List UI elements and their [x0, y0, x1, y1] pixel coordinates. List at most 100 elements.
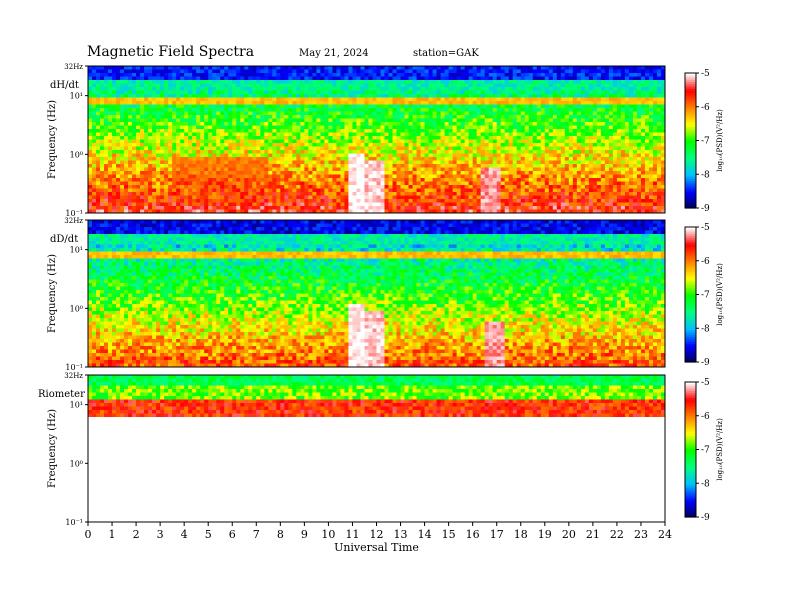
- spectrogram-cell: [437, 119, 442, 123]
- spectrogram-cell: [340, 70, 345, 74]
- spectrogram-cell: [517, 189, 522, 193]
- spectrogram-cell: [216, 161, 221, 165]
- spectrogram-cell: [360, 66, 365, 70]
- spectrogram-cell: [433, 157, 438, 161]
- spectrogram-cell: [352, 122, 357, 126]
- spectrogram-cell: [320, 80, 325, 84]
- spectrogram-cell: [513, 77, 518, 81]
- spectrogram-cell: [280, 70, 285, 74]
- spectrogram-cell: [473, 164, 478, 168]
- spectrogram-cell: [216, 164, 221, 168]
- spectrogram-cell: [92, 143, 97, 147]
- spectrogram-cell: [280, 98, 285, 102]
- spectrogram-cell: [541, 203, 546, 207]
- spectrogram-cell: [324, 133, 329, 137]
- spectrogram-cell: [152, 115, 157, 119]
- spectrogram-cell: [260, 108, 265, 112]
- spectrogram-cell: [208, 161, 213, 165]
- spectrogram-cell: [449, 157, 454, 161]
- spectrogram-cell: [525, 73, 530, 77]
- spectrogram-cell: [168, 87, 173, 91]
- spectrogram-cell: [328, 119, 333, 123]
- spectrogram-cell: [445, 178, 450, 182]
- spectrogram-cell: [236, 196, 241, 200]
- spectrogram-cell: [533, 91, 538, 95]
- spectrogram-cell: [140, 105, 145, 109]
- spectrogram-cell: [100, 133, 105, 137]
- spectrogram-cell: [160, 206, 165, 210]
- spectrogram-cell: [473, 154, 478, 158]
- spectrogram-cell: [533, 112, 538, 116]
- spectrogram-cell: [308, 143, 313, 147]
- spectrogram-cell: [433, 199, 438, 203]
- spectrogram-cell: [393, 171, 398, 175]
- spectrogram-cell: [156, 175, 161, 179]
- spectrogram-cell: [324, 182, 329, 186]
- spectrogram-cell: [368, 133, 373, 137]
- spectrogram-cell: [368, 171, 373, 175]
- spectrogram-cell: [300, 105, 305, 109]
- spectrogram-cell: [124, 122, 129, 126]
- spectrogram-cell: [417, 122, 422, 126]
- spectrogram-cell: [397, 73, 402, 77]
- spectrogram-cell: [312, 122, 317, 126]
- spectrogram-cell: [489, 171, 494, 175]
- spectrogram-cell: [497, 182, 502, 186]
- spectrogram-cell: [304, 178, 309, 182]
- spectrogram-cell: [88, 87, 93, 91]
- spectrogram-cell: [377, 206, 382, 210]
- spectrogram-cell: [421, 203, 426, 207]
- spectrogram-cell: [541, 129, 546, 133]
- spectrogram-cell: [348, 143, 353, 147]
- spectrogram-cell: [140, 70, 145, 74]
- spectrogram-cell: [525, 196, 530, 200]
- spectrogram-cell: [477, 136, 482, 140]
- spectrogram-cell: [120, 178, 125, 182]
- spectrogram-cell: [260, 84, 265, 88]
- spectrogram-cell: [144, 140, 149, 144]
- spectrogram-cell: [184, 91, 189, 95]
- spectrogram-cell: [240, 161, 245, 165]
- spectrogram-cell: [477, 203, 482, 207]
- spectrogram-cell: [441, 143, 446, 147]
- spectrogram-cell: [497, 98, 502, 102]
- spectrogram-cell: [332, 112, 337, 116]
- spectrogram-cell: [469, 140, 474, 144]
- spectrogram-cell: [208, 168, 213, 172]
- spectrogram-cell: [489, 122, 494, 126]
- spectrogram-cell: [545, 192, 550, 196]
- spectrogram-cell: [236, 147, 241, 151]
- spectrogram-cell: [184, 87, 189, 91]
- spectrogram-cell: [188, 70, 193, 74]
- spectrogram-cell: [465, 122, 470, 126]
- spectrogram-cell: [525, 161, 530, 165]
- spectrogram-cell: [168, 129, 173, 133]
- spectrogram-cell: [401, 206, 406, 210]
- spectrogram-cell: [405, 182, 410, 186]
- spectrogram-cell: [525, 199, 530, 203]
- spectrogram-cell: [232, 126, 237, 130]
- spectrogram-cell: [160, 91, 165, 95]
- spectrogram-cell: [328, 66, 333, 70]
- spectrogram-cell: [381, 192, 386, 196]
- spectrogram-cell: [276, 178, 281, 182]
- spectrogram-cell: [529, 171, 534, 175]
- spectrogram-cell: [200, 178, 205, 182]
- spectrogram-cell: [196, 171, 201, 175]
- spectrogram-cell: [224, 154, 229, 158]
- spectrogram-cell: [505, 157, 510, 161]
- spectrogram-cell: [513, 206, 518, 210]
- spectrogram-cell: [320, 168, 325, 172]
- spectrogram-cell: [184, 101, 189, 105]
- spectrogram-cell: [521, 206, 526, 210]
- spectrogram-cell: [473, 175, 478, 179]
- spectrogram-cell: [244, 192, 249, 196]
- spectrogram-cell: [284, 150, 289, 154]
- spectrogram-cell: [124, 157, 129, 161]
- spectrogram-cell: [176, 178, 181, 182]
- spectrogram-cell: [473, 182, 478, 186]
- spectrogram-cell: [268, 98, 273, 102]
- spectrogram-cell: [204, 175, 209, 179]
- spectrogram-cell: [256, 203, 261, 207]
- spectrogram-cell: [381, 94, 386, 98]
